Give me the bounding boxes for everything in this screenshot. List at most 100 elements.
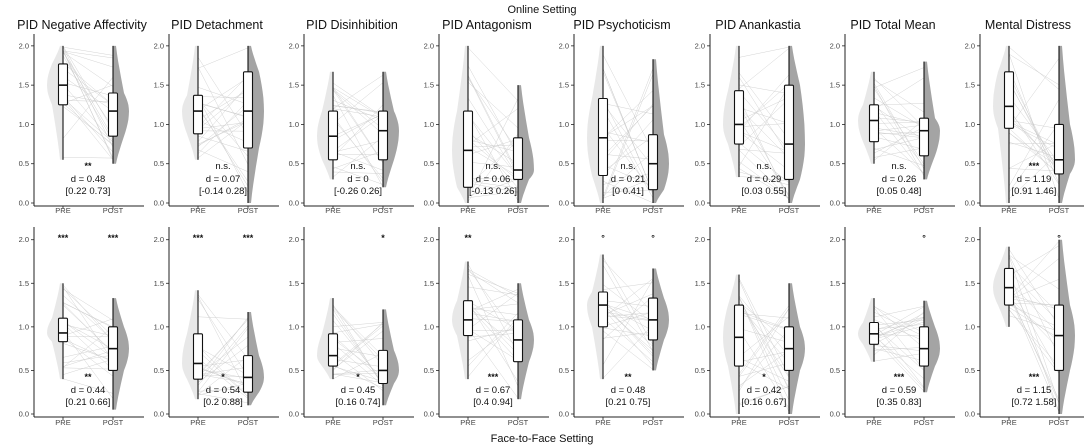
- pair-line: [467, 82, 519, 129]
- pair-line: [467, 108, 519, 146]
- pair-line: [62, 106, 114, 145]
- pair-line: [197, 77, 249, 111]
- pair-line: [467, 140, 519, 186]
- y-tick-label: 2.0: [695, 41, 705, 50]
- pair-line: [62, 323, 114, 370]
- pair-line: [197, 366, 249, 387]
- pair-line: [738, 85, 790, 167]
- pair-line: [738, 107, 790, 159]
- pair-line: [197, 102, 249, 118]
- pair-line: [62, 318, 114, 337]
- y-tick-label: 1.5: [19, 81, 29, 90]
- effect-size-label: d = 0.06: [476, 174, 511, 185]
- pair-line: [738, 131, 790, 153]
- confidence-interval-label: [0.16 0.67]: [742, 397, 787, 408]
- pair-line: [197, 327, 249, 393]
- pair-line: [197, 120, 249, 145]
- y-tick-label: 0.5: [695, 366, 705, 375]
- pair-line: [1008, 99, 1060, 187]
- pre-outlier-marker: ***: [193, 233, 204, 243]
- pair-line: [873, 131, 925, 139]
- x-tick-label: POST: [914, 206, 935, 215]
- pair-line: [197, 97, 249, 193]
- x-tick-label: PRE: [731, 206, 746, 215]
- box-post-box: [512, 137, 524, 180]
- x-tick-label: PRE: [866, 206, 881, 215]
- pair-line: [602, 74, 654, 200]
- significance-label: ***: [1029, 372, 1040, 382]
- pair-line: [62, 50, 114, 59]
- x-tick-label: PRE: [460, 418, 475, 427]
- pair-line: [62, 82, 114, 97]
- pair-line: [602, 296, 654, 340]
- pair-line: [1008, 284, 1060, 373]
- y-tick-label: 2.0: [154, 235, 164, 244]
- panel-f2f-8: 0.0 0.5 1.0 1.5 2.0 PRE POST ° *** d = 1.15[0.72 …: [965, 227, 1084, 427]
- box-post-box: [918, 117, 930, 157]
- pair-line: [197, 382, 249, 396]
- pair-line: [873, 112, 925, 125]
- pair-line: [873, 347, 925, 351]
- violin-pre: [47, 283, 63, 380]
- pair-line: [1008, 118, 1060, 165]
- confidence-interval-label: [-0.26 0.26]: [334, 186, 382, 197]
- pair-line: [738, 305, 790, 375]
- y-tick-label: 2.0: [830, 235, 840, 244]
- title-online-setting: Online Setting: [507, 4, 576, 16]
- pair-line: [332, 140, 384, 153]
- pair-line: [873, 105, 925, 141]
- pair-line: [467, 328, 519, 361]
- y-tick-label: 0.5: [154, 366, 164, 375]
- y-tick-label: 1.0: [289, 322, 299, 331]
- pair-line: [62, 321, 114, 359]
- pair-line: [197, 388, 249, 392]
- y-tick-label: 2.0: [965, 235, 975, 244]
- x-tick-label: POST: [1049, 418, 1070, 427]
- x-tick-label: POST: [508, 418, 529, 427]
- post-outlier-marker: ***: [108, 233, 119, 243]
- confidence-interval-label: [0.4 0.94]: [473, 397, 513, 408]
- pair-line: [602, 311, 654, 321]
- pair-line: [738, 83, 790, 129]
- pair-line: [602, 172, 654, 185]
- pair-line: [467, 129, 519, 189]
- confidence-interval-label: [0.72 1.58]: [1012, 397, 1057, 408]
- x-tick-label: POST: [1049, 206, 1070, 215]
- pair-line: [197, 87, 249, 105]
- y-tick-label: 1.0: [424, 322, 434, 331]
- y-tick-label: 2.0: [154, 41, 164, 50]
- pair-line: [467, 328, 519, 399]
- pair-line: [332, 95, 384, 188]
- pair-line: [197, 325, 249, 386]
- pair-line: [197, 393, 249, 404]
- significance-label: n.s.: [215, 161, 230, 172]
- pair-line: [738, 46, 790, 58]
- pair-line: [197, 295, 249, 395]
- panels-layer: PID Negative Affectivity0.00.51.01.52.0P…: [17, 18, 1084, 427]
- confidence-interval-label: [0.35 0.83]: [877, 397, 922, 408]
- pair-line: [602, 308, 654, 366]
- pair-line: [467, 312, 519, 367]
- pair-line: [62, 77, 114, 139]
- pair-line: [62, 100, 114, 102]
- pair-line: [332, 373, 384, 384]
- panel-online-7: PID Total Mean 0.0 0.5 1.0 1.5 2.0 PRE POST n.s.…: [830, 18, 955, 215]
- y-tick-label: 1.5: [154, 81, 164, 90]
- pair-line: [873, 334, 925, 389]
- y-tick-label: 1.5: [965, 279, 975, 288]
- pair-line: [1008, 254, 1060, 290]
- pair-line: [467, 146, 519, 177]
- pair-line: [738, 123, 790, 128]
- confidence-interval-label: [0.21 0.66]: [66, 397, 111, 408]
- y-tick-label: 2.0: [559, 41, 569, 50]
- effect-size-label: d = 0.48: [71, 174, 106, 185]
- box-post-box: [647, 297, 659, 341]
- x-tick-label: PRE: [595, 418, 610, 427]
- pair-line: [738, 305, 790, 364]
- y-tick-label: 0.0: [19, 199, 29, 208]
- pair-line: [62, 46, 114, 56]
- pair-line: [62, 94, 114, 105]
- pair-line: [602, 105, 654, 157]
- panel-online-6: PID Anankastia 0.0 0.5 1.0 1.5 2.0 PRE POST n.s.…: [695, 18, 820, 215]
